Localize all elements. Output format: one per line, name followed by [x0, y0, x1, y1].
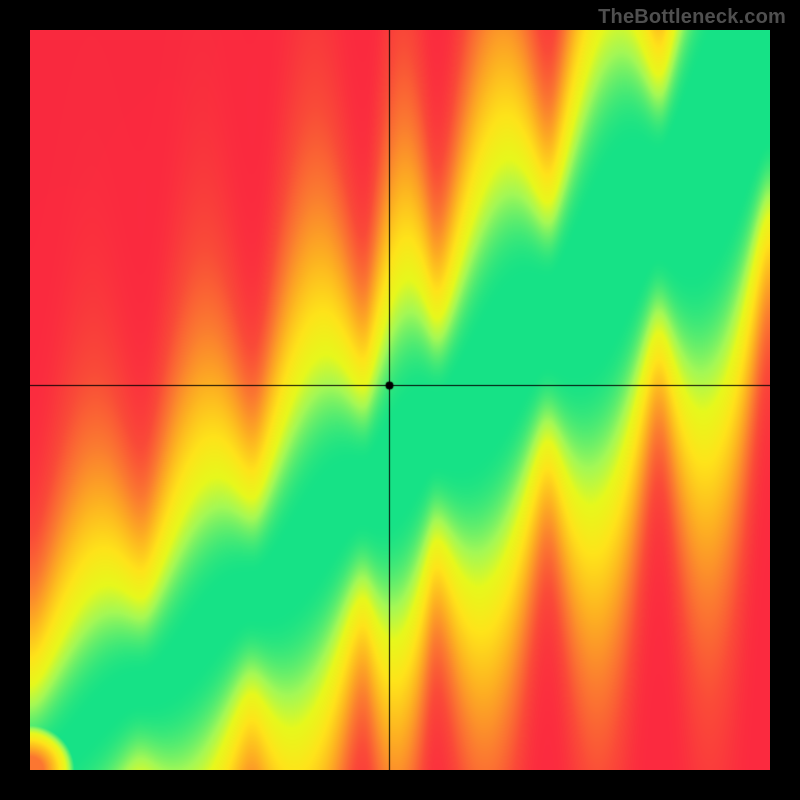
bottleneck-heatmap — [30, 30, 770, 770]
watermark-text: TheBottleneck.com — [598, 6, 786, 29]
